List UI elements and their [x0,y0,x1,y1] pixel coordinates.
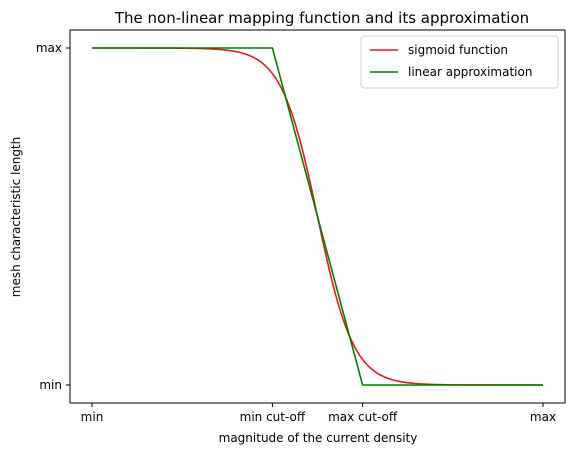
series-layer [92,47,543,386]
legend-sigmoid-label: sigmoid function [408,43,508,57]
legend-box [360,35,559,89]
y-tick-label-0: min [39,378,62,392]
ticks-layer: min min cut-off max cut-off max min max [36,41,556,424]
x-tick-label-0: min [81,410,104,424]
x-tick-label-1: min cut-off [240,410,306,424]
x-tick-label-2: max cut-off [328,410,398,424]
legend: sigmoid function linear approximation [360,35,559,89]
series-line-linear-approximation [92,47,543,386]
y-tick-label-1: max [36,41,62,55]
x-tick-label-3: max [530,410,556,424]
legend-linear-label: linear approximation [408,65,532,79]
chart-title: The non-linear mapping function and its … [114,9,529,27]
x-axis-label: magnitude of the current density [219,431,418,445]
y-axis-label: mesh characteristic length [9,137,23,298]
plot-frame [69,29,566,404]
